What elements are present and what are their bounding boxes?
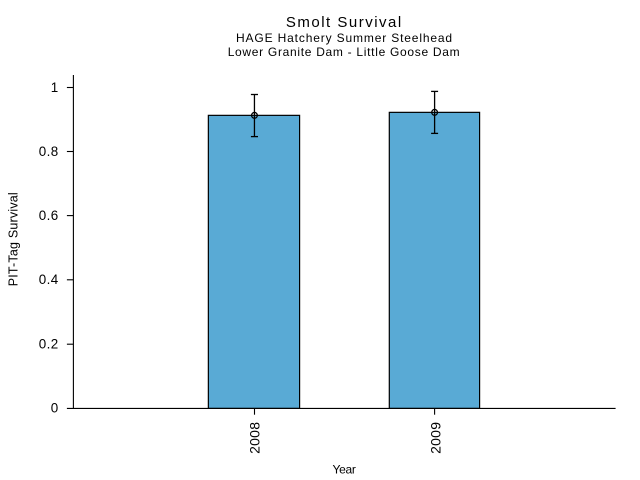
svg-text:0.4: 0.4 [39, 272, 59, 287]
svg-text:HAGE Hatchery Summer Steelhead: HAGE Hatchery Summer Steelhead [236, 31, 453, 45]
svg-text:2009: 2009 [428, 422, 444, 454]
svg-text:PIT-Tag Survival: PIT-Tag Survival [7, 192, 21, 286]
svg-text:2008: 2008 [246, 422, 262, 454]
svg-text:0.6: 0.6 [39, 208, 59, 223]
svg-text:0: 0 [51, 401, 59, 416]
svg-text:Year: Year [332, 463, 355, 477]
svg-text:0.2: 0.2 [39, 337, 59, 352]
svg-text:Lower Granite Dam - Little Goo: Lower Granite Dam - Little Goose Dam [228, 45, 461, 59]
svg-text:1: 1 [51, 80, 59, 95]
svg-text:0.8: 0.8 [39, 144, 59, 159]
svg-text:Smolt Survival: Smolt Survival [286, 14, 403, 31]
